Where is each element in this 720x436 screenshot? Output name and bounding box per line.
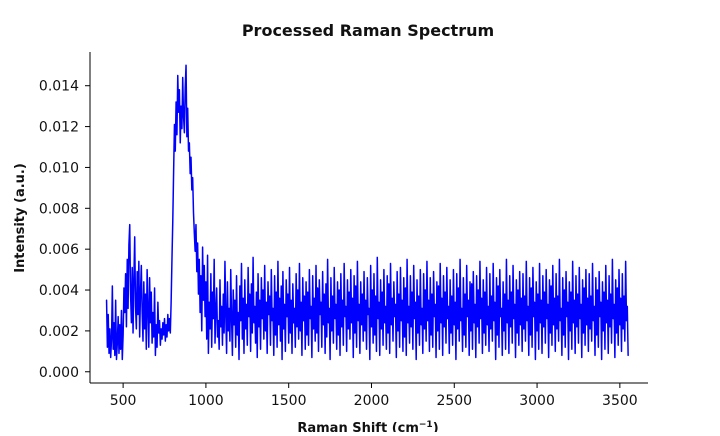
x-tick-label: 3500 <box>602 393 638 409</box>
y-tick-label: 0.010 <box>39 160 79 176</box>
y-tick-label: 0.006 <box>39 242 79 258</box>
x-axis-label: Raman Shift (cm−1) <box>297 420 438 432</box>
x-tick-label: 1500 <box>271 393 307 409</box>
x-tick-label: 2500 <box>436 393 472 409</box>
y-axis-label: Intensity (a.u.) <box>13 163 28 273</box>
x-tick-label: 500 <box>110 393 137 409</box>
x-tick-label: 1000 <box>188 393 224 409</box>
plot-area <box>105 64 629 361</box>
y-tick-label: 0.008 <box>39 201 79 217</box>
spectrum-line <box>105 64 629 361</box>
x-axis-label-suffix: ) <box>433 421 439 432</box>
axes: 500 1000 1500 2000 2500 3000 3500 0.000 0.002 0.0… <box>39 52 648 409</box>
x-axis-label-main: Raman Shift (cm <box>297 421 419 432</box>
x-axis-label-superscript: −1 <box>419 420 433 430</box>
y-tick-label: 0.014 <box>39 79 79 95</box>
y-tick-label: 0.004 <box>39 283 79 299</box>
x-tick-label: 2000 <box>354 393 390 409</box>
y-tick-label: 0.012 <box>39 120 79 136</box>
chart-title: Processed Raman Spectrum <box>242 21 494 40</box>
y-tick-label: 0.002 <box>39 324 79 340</box>
y-tick-label: 0.000 <box>39 365 79 381</box>
x-tick-label: 3000 <box>519 393 555 409</box>
